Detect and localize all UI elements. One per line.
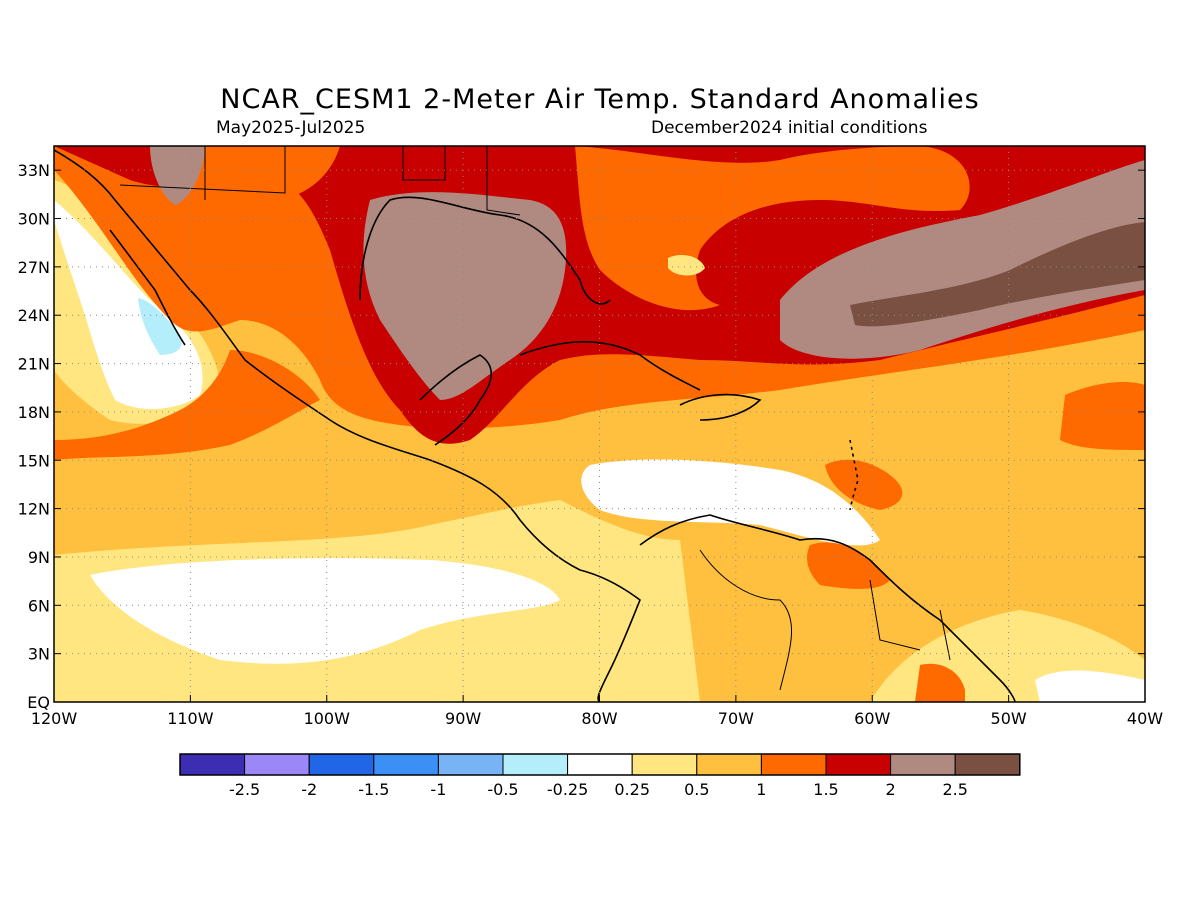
colorbar-swatch bbox=[825, 753, 892, 776]
lon-label: 100W bbox=[304, 709, 351, 728]
lat-label: 30N bbox=[18, 210, 50, 229]
lat-label: EQ bbox=[27, 693, 50, 712]
colorbar-swatch bbox=[760, 753, 827, 776]
anomaly-contour-brown-north bbox=[150, 146, 205, 205]
colorbar-swatch bbox=[567, 753, 633, 776]
colorbar-swatch bbox=[502, 753, 569, 776]
colorbar-swatch bbox=[179, 753, 246, 776]
colorbar-swatch bbox=[890, 753, 956, 776]
borders bbox=[119, 146, 951, 691]
lat-label: 27N bbox=[18, 258, 50, 277]
lon-label: 90W bbox=[445, 709, 481, 728]
colorbar-swatch bbox=[631, 753, 698, 776]
colorbar-label: 2 bbox=[886, 780, 896, 799]
colorbar-label: 1.5 bbox=[813, 780, 838, 799]
lat-label: 18N bbox=[18, 403, 50, 422]
coastlines bbox=[54, 149, 1016, 702]
lon-label: 80W bbox=[581, 709, 617, 728]
anomaly-contour-orange-venezuela bbox=[807, 542, 890, 589]
lon-label: 110W bbox=[167, 709, 214, 728]
anomaly-contour-orange-guiana bbox=[915, 663, 965, 702]
colorbar-label: -2 bbox=[301, 780, 317, 799]
lon-label: 120W bbox=[31, 709, 78, 728]
anomaly-contour-white-pacific bbox=[90, 558, 560, 664]
colorbar-label: -0.5 bbox=[487, 780, 518, 799]
lat-label: 21N bbox=[18, 355, 50, 374]
anomaly-field bbox=[54, 146, 1145, 702]
colorbar-swatch bbox=[373, 753, 439, 776]
anomaly-contour-light-blue bbox=[138, 298, 182, 355]
colorbar-label: 0.25 bbox=[614, 780, 650, 799]
anomaly-contour-white-caribbean bbox=[581, 459, 880, 546]
colorbar-label: 1 bbox=[756, 780, 766, 799]
lat-label: 15N bbox=[18, 451, 50, 470]
lat-label: 9N bbox=[28, 548, 50, 567]
colorbar-label: -1 bbox=[430, 780, 446, 799]
anomaly-contour-orange-west bbox=[54, 350, 320, 460]
colorbar-swatch bbox=[696, 753, 762, 776]
lon-label: 40W bbox=[1127, 709, 1163, 728]
anomaly-contour-orange-antilles bbox=[825, 459, 903, 510]
anomaly-contour-white-east bbox=[1035, 670, 1145, 702]
colorbar-label: -1.5 bbox=[358, 780, 389, 799]
colorbar-label: -2.5 bbox=[229, 780, 260, 799]
lat-label: 3N bbox=[28, 645, 50, 664]
anomaly-contour-darkbrown bbox=[850, 222, 1145, 327]
colorbar-label: 0.5 bbox=[684, 780, 709, 799]
initial-conditions: December2024 initial conditions bbox=[651, 118, 928, 138]
forecast-period: May2025-Jul2025 bbox=[216, 118, 366, 138]
lon-label: 50W bbox=[991, 709, 1027, 728]
lat-label: 6N bbox=[28, 596, 50, 615]
colorbar-swatch bbox=[308, 753, 375, 776]
colorbar-frame bbox=[179, 753, 1021, 776]
anomaly-contour-white-baja bbox=[54, 200, 203, 410]
colorbar-swatch bbox=[954, 753, 1021, 776]
lat-label: 24N bbox=[18, 306, 50, 325]
lon-label: 60W bbox=[854, 709, 890, 728]
anomaly-contour-pale-spot bbox=[668, 255, 705, 276]
map-title: NCAR_CESM1 2-Meter Air Temp. Standard An… bbox=[220, 84, 980, 115]
anomaly-contour-orange-east bbox=[1060, 382, 1145, 450]
lat-label: 33N bbox=[18, 161, 50, 180]
anomaly-contour-red-main bbox=[54, 146, 1145, 444]
anomaly-contour-brown-gulf bbox=[363, 192, 567, 400]
colorbar-label: -0.25 bbox=[547, 780, 588, 799]
colorbar-swatch bbox=[244, 753, 310, 776]
colorbar-label: 2.5 bbox=[942, 780, 967, 799]
lat-label: 12N bbox=[18, 500, 50, 519]
colorbar: -2.5 -2 -1.5 -1 -0.5 -0.25 0.25 0.5 1 1.5 2 2.5 bbox=[179, 753, 1021, 799]
colorbar-swatch bbox=[437, 753, 504, 776]
lon-label: 70W bbox=[718, 709, 754, 728]
